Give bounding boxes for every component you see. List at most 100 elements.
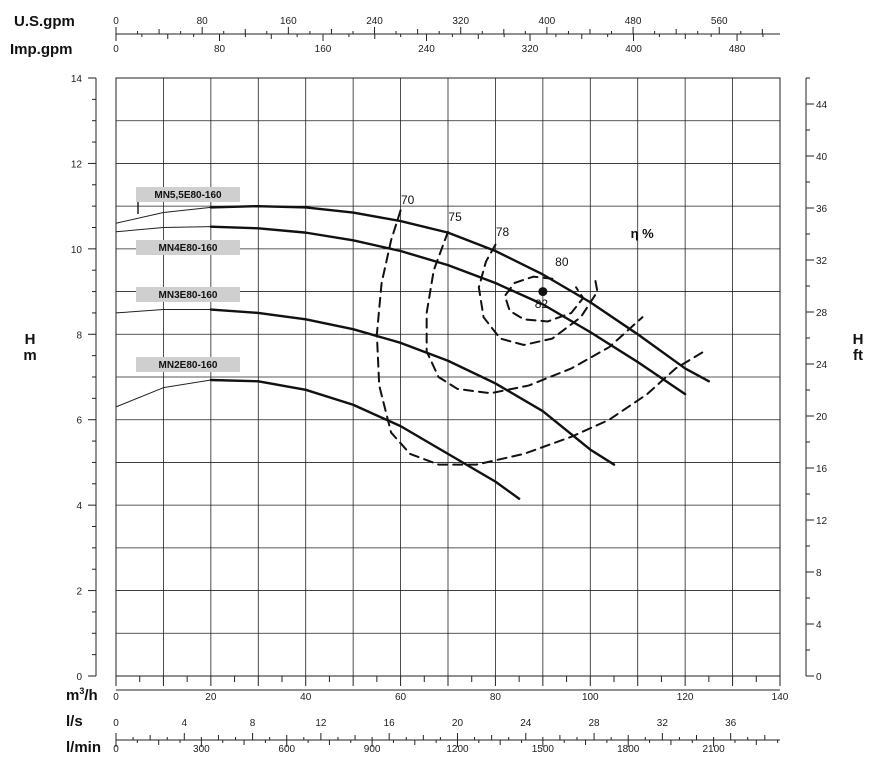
efficiency-label-75: 75 [448,210,462,224]
ls-axis-tick-label: 16 [384,718,396,729]
left-tick-label: 10 [71,245,83,256]
right-tick-label: 40 [816,152,828,163]
x-tick-label: 100 [582,692,599,703]
right-tick-label: 12 [816,516,828,527]
curve-1-extension [115,206,211,224]
x-tick-label: 80 [490,692,502,703]
curve-label-box [136,287,240,302]
curve-4-line [209,378,521,500]
x-axis-title-base: m [66,687,79,704]
right-tick-label: 36 [816,204,828,215]
ls-axis-tick-label: 20 [452,718,464,729]
left-tick-label: 4 [76,501,82,512]
imp-gpm-axis-tick-label: 400 [625,44,642,55]
ls-axis-tick-label: 12 [315,718,327,729]
efficiency-curve-70 [375,209,706,466]
imp-gpm-axis-tick-label: 480 [729,44,746,55]
lmin-axis-tick-label: 600 [278,744,295,755]
x-axis-title: m3/h [66,686,98,704]
ls-axis-tick-label: 8 [250,718,256,729]
left-axis-title-line-1: H [25,331,36,348]
ls-axis-tick-label: 4 [182,718,188,729]
efficiency-curve-78 [477,243,599,346]
left-tick-label: 14 [71,74,83,85]
right-tick-label: 24 [816,360,828,371]
imp-gpm-axis-tick-label: 80 [214,44,226,55]
left-tick-label: 8 [76,330,82,341]
curve-label-text: MN5,5E80-160 [154,190,222,201]
ls-axis-tick-label: 32 [657,718,669,729]
bottom-axis-2-title: l/min [66,739,101,756]
lmin-axis-tick-label: 1500 [532,744,555,755]
ls-axis-tick-label: 28 [589,718,601,729]
curve-3-line [209,308,616,466]
us-gpm-axis-tick-label: 560 [711,16,728,27]
x-axis-title-rest: /h [84,687,97,704]
curve-4-label: MN2E80-160 [136,357,240,372]
x-axis: 0 20 40 60 80 100 120 140 [113,676,789,703]
imp-gpm-axis-tick-label: 0 [113,44,119,55]
right-tick-label: 20 [816,412,828,423]
us-gpm-axis-tick-label: 160 [280,16,297,27]
efficiency-label-70: 70 [401,193,415,207]
left-axis: 0 2 4 6 8 10 12 14 [71,74,97,683]
x-tick-label: 140 [772,692,789,703]
x-tick-label: 0 [113,692,119,703]
right-tick-label: 16 [816,464,828,475]
imp-gpm-axis-tick-label: 320 [522,44,539,55]
grid [116,78,780,676]
x-tick-label: 120 [677,692,694,703]
top-axes: 0 80 160 240 320 400 480 560 0 80 160 240 320 400 480 [113,16,780,55]
x-tick-label: 20 [205,692,217,703]
lmin-axis-tick-label: 2100 [702,744,725,755]
lmin-axis-tick-label: 1800 [617,744,640,755]
efficiency-curve-80 [503,275,585,323]
best-efficiency-point [538,287,548,297]
axis-titles: U.S.gpm Imp.gpm H m H ft m3/h l/s l/min [10,13,863,756]
bottom-axis-1-title: l/s [66,713,83,730]
left-axis-title-line-2: m [23,347,36,364]
efficiency-label-80: 80 [555,255,569,269]
us-gpm-axis-tick-label: 80 [197,16,209,27]
us-gpm-axis-tick-label: 480 [625,16,642,27]
left-tick-label: 6 [76,416,82,427]
curve-3-extension [115,309,211,314]
us-gpm-axis-tick-label: 0 [113,16,119,27]
efficiency-curve-75 [425,230,644,395]
right-tick-label: 28 [816,308,828,319]
ls-axis-tick-label: 0 [113,718,119,729]
top-axis-1-title: U.S.gpm [14,13,75,30]
left-tick-label: 12 [71,159,83,170]
curve-label-box [136,187,240,202]
efficiency-title: η % [631,226,655,241]
us-gpm-axis-tick-label: 320 [452,16,469,27]
curve-1-line [209,204,711,383]
curve-2-extension [115,226,211,233]
us-gpm-axis-tick-label: 240 [366,16,383,27]
curve-label-text: MN3E80-160 [159,290,218,301]
curve-label-box [136,357,240,372]
curve-label-text: MN2E80-160 [159,360,218,371]
right-tick-label: 4 [816,620,822,631]
right-tick-label: 0 [816,672,822,683]
curve-2-label: MN4E80-160 [136,240,240,255]
efficiency-label-78: 78 [496,225,510,239]
right-tick-label: 32 [816,256,828,267]
right-axis-title-line-1: H [853,331,864,348]
x-axis-title-superscript: 3 [79,686,84,696]
ls-axis-tick-label: 36 [725,718,737,729]
curve-2-line [209,225,687,396]
right-axis-title-line-2: ft [853,347,863,364]
performance-curves [115,204,711,500]
curve-3-label: MN3E80-160 [136,287,240,302]
x-tick-label: 60 [395,692,407,703]
curve-1-label: MN5,5E80-160 [136,187,240,202]
lmin-axis-tick-label: 0 [113,744,119,755]
curve-labels: MN5,5E80-160 MN4E80-160 MN3E80-160 MN2E80-1… [136,187,240,372]
curve-4-extension [115,379,211,408]
imp-gpm-axis-tick-label: 160 [315,44,332,55]
bottom-axes: 0 4 8 12 16 20 24 28 32 36 0 300 600 900 1200 1500 1800 2… [113,718,780,755]
right-axis: 0 4 8 12 16 20 24 28 32 36 40 44 [805,77,828,683]
us-gpm-axis-tick-label: 400 [539,16,556,27]
